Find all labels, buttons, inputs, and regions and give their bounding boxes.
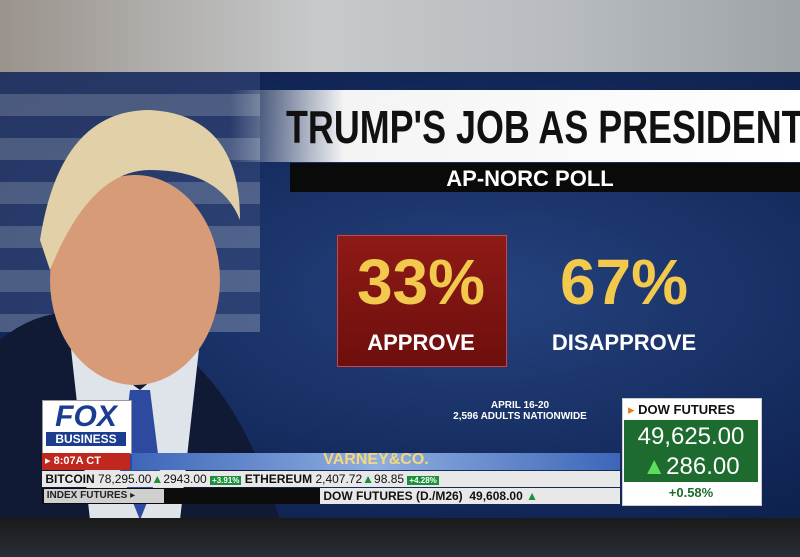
ticker-percent: +4.28% [407, 476, 439, 485]
logo: FOX [55, 400, 117, 433]
subtitle-bar [290, 163, 800, 192]
dow-value: 49,625.00 [637, 423, 745, 450]
ticker-name: BITCOIN [45, 472, 95, 486]
note-line: 2,596 ADULTS NATIONWIDE [453, 411, 587, 422]
dow-change: ▲286.00 [624, 453, 758, 481]
section-box: INDEX FUTURES ▸ [44, 489, 164, 503]
dow-percent: +0.58% [668, 485, 714, 500]
ticker-price: 78,295.00 [98, 472, 152, 486]
approve-value: 33% [356, 246, 486, 318]
arrow-icon: ▸ [628, 402, 639, 417]
ticker-row: BITCOIN 78,295.00▲2943.00 +3.91% ETHEREU… [42, 471, 620, 487]
dow-label-text: DOW FUTURES [638, 402, 735, 417]
ticker-name: ETHEREUM [244, 472, 313, 486]
show-name: VARNEY&CO. [323, 451, 429, 468]
subtitle: AP-NORC POLL [446, 166, 614, 191]
up-icon: ▲ [362, 472, 375, 486]
up-icon: ▲ [522, 489, 538, 503]
up-icon: ▲ [151, 472, 164, 486]
disapprove-label: DISAPPROVE [551, 330, 697, 355]
section: INDEX FUTURES [46, 490, 128, 501]
disapprove-value: 67% [559, 246, 689, 318]
dow-change-text: 286.00 [666, 453, 740, 480]
bottom-band [0, 518, 800, 557]
ticker-percent: +3.91% [210, 476, 242, 485]
up-icon: ▲ [642, 453, 667, 480]
poll-note: APRIL 16-20 2,596 ADULTS NATIONWIDE [420, 400, 620, 422]
approve-label: APPROVE [367, 330, 475, 355]
ticker-change: 2943.00 [163, 472, 207, 486]
index-row: DOW FUTURES (D./M26) 49,608.00 ▲ [320, 488, 620, 504]
ticker-change: 98.85 [374, 472, 405, 486]
show-bar [132, 453, 620, 470]
title-band [230, 90, 800, 162]
index-value: 49,608.00 [469, 489, 523, 503]
top-band [0, 0, 800, 72]
note-line: APRIL 16-20 [490, 400, 550, 411]
sublogo: BUSINESS [46, 432, 126, 446]
time-box: ▸ 8:07A CT [42, 453, 130, 470]
title: TRUMP'S JOB AS PRESIDENT [286, 101, 800, 153]
approve-box [337, 235, 507, 367]
dow-value-box [624, 420, 758, 482]
dow-label: ▸ DOW FUTURES [628, 402, 735, 418]
hair [40, 110, 240, 270]
ticker-price: 2,407.72 [315, 472, 363, 486]
time: 8:07A CT [53, 455, 101, 467]
index-name: DOW FUTURES (D./M26) [323, 489, 463, 503]
face [50, 175, 220, 385]
